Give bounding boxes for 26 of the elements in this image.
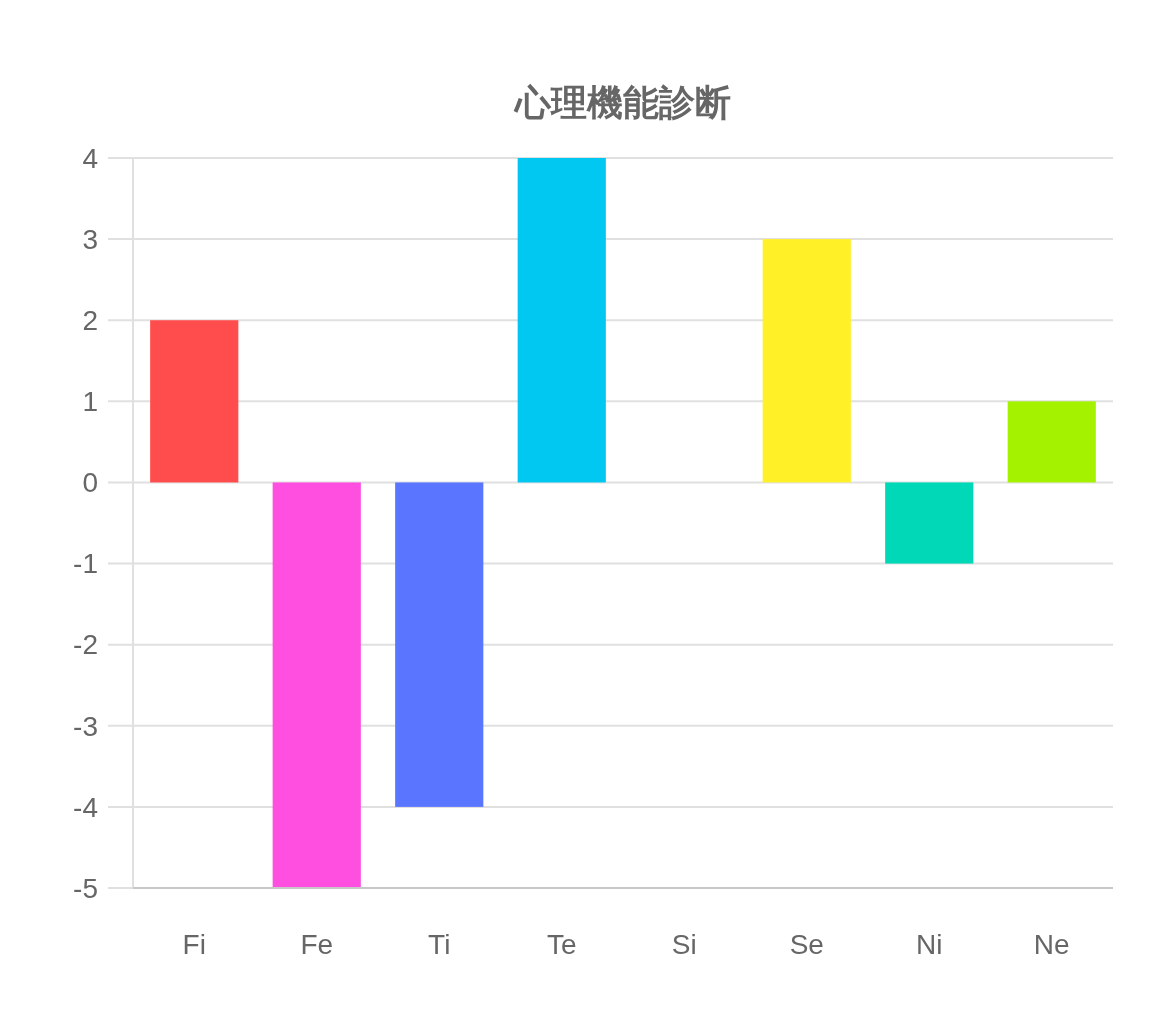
- y-tick-label: -2: [73, 629, 98, 661]
- x-tick-label: Si: [671, 929, 697, 960]
- bar: [885, 482, 974, 564]
- y-tick-label: -4: [73, 791, 98, 823]
- y-tick-label: -3: [73, 710, 98, 742]
- bar: [517, 158, 606, 483]
- y-tick-label: 2: [82, 305, 98, 337]
- y-tick-label: 3: [82, 223, 98, 255]
- x-tick-label: Te: [546, 929, 577, 960]
- x-tick-label: Fe: [300, 929, 334, 960]
- y-tick-label: 0: [82, 467, 98, 499]
- bar: [1007, 401, 1096, 483]
- y-tick-label: -5: [73, 872, 98, 904]
- x-tick-label: Fi: [182, 929, 206, 960]
- bar: [272, 482, 361, 888]
- bar: [762, 239, 851, 483]
- y-tick-label: -1: [73, 548, 98, 580]
- y-tick-label: 1: [82, 386, 98, 418]
- bar: [395, 482, 484, 807]
- x-tick-label: Ni: [916, 929, 943, 960]
- x-tick-label: Ti: [428, 929, 451, 960]
- x-tick-label: Ne: [1033, 929, 1070, 960]
- y-tick-label: 4: [82, 142, 98, 174]
- bar: [150, 320, 239, 483]
- x-tick-label: Se: [789, 929, 824, 960]
- chart-title: 心理機能診断: [513, 82, 731, 123]
